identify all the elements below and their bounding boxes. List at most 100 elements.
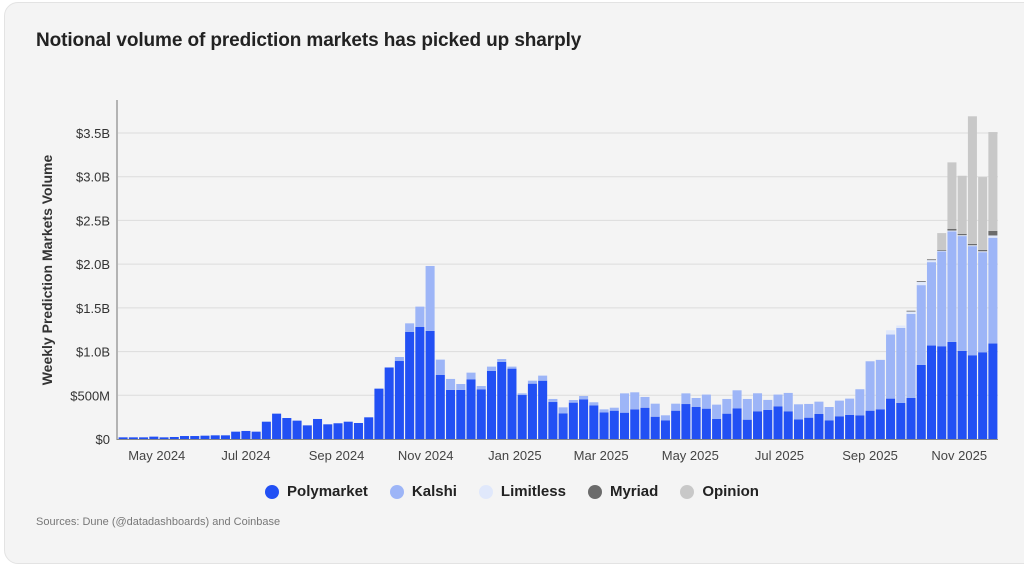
bar-segment-limitless: [937, 250, 947, 252]
bar-segment-polymarket: [220, 435, 230, 439]
bar-segment-kalshi: [691, 397, 701, 408]
bar-segment-polymarket: [169, 436, 179, 439]
bar-segment-kalshi: [865, 361, 875, 411]
bar-segment-kalshi: [415, 306, 425, 328]
bar-segment-kalshi: [446, 378, 456, 390]
bar-segment-kalshi: [753, 393, 763, 412]
legend-label: Kalshi: [411, 483, 457, 500]
legend-label: Opinion: [702, 483, 759, 500]
bar-segment-kalshi: [732, 390, 742, 409]
bar-segment-kalshi: [988, 237, 998, 344]
bar-segment-polymarket: [548, 402, 558, 439]
bar-segment-polymarket: [497, 361, 507, 439]
bar-segment-kalshi: [793, 404, 803, 420]
bar-segment-kalshi: [568, 400, 578, 403]
bar-segment-polymarket: [261, 421, 271, 439]
x-tick-label: May 2025: [662, 448, 719, 463]
legend-swatch: [389, 484, 404, 499]
bar-segment-opinion: [947, 162, 957, 229]
bar-segment-kalshi: [978, 252, 988, 353]
bar-segment-polymarket: [425, 330, 435, 439]
bar-segment-polymarket: [619, 412, 630, 439]
bar-segment-polymarket: [660, 420, 670, 439]
legend-item-myriad: Myriad: [587, 483, 658, 500]
bar-segment-polymarket: [527, 383, 537, 439]
x-tick-label: Jan 2025: [488, 448, 542, 463]
bar-segment-limitless: [957, 235, 967, 237]
bar-segment-kalshi: [814, 401, 824, 414]
bar-segment-polymarket: [476, 389, 486, 439]
bar-segment-kalshi: [906, 313, 916, 398]
bar-segment-kalshi: [783, 392, 793, 412]
legend-swatch: [680, 484, 695, 499]
bar-segment-polymarket: [773, 406, 783, 439]
bar-segment-kalshi: [486, 366, 497, 371]
bar-segment-polymarket: [241, 430, 251, 439]
bar-segment-opinion: [978, 177, 988, 250]
bar-segment-polymarket: [118, 437, 128, 439]
legend-item-kalshi: Kalshi: [389, 483, 457, 500]
bar-segment-kalshi: [548, 398, 558, 403]
bar-segment-kalshi: [937, 251, 947, 347]
y-tick-label: $0: [96, 432, 110, 447]
bar-segment-polymarket: [896, 402, 906, 439]
bar-segment-polymarket: [824, 420, 834, 439]
bar-segment-kalshi: [394, 356, 404, 362]
bar-segment-opinion: [967, 116, 977, 244]
bar-segment-polymarket: [978, 352, 988, 439]
bar-segment-polymarket: [507, 368, 517, 439]
bar-segment-polymarket: [579, 399, 589, 439]
bar-segment-kalshi: [630, 392, 640, 410]
y-axis-label: Weekly Prediction Markets Volume: [39, 155, 55, 386]
bar-segment-kalshi: [640, 396, 650, 408]
x-tick-label: Nov 2024: [398, 448, 454, 463]
legend-swatch: [587, 484, 602, 499]
bar-segment-opinion: [988, 132, 998, 231]
bar-segment-polymarket: [712, 418, 722, 439]
y-tick-label: $3.0B: [76, 170, 110, 185]
bar-segment-polymarket: [343, 421, 353, 439]
bar-segment-polymarket: [313, 418, 323, 439]
x-tick-label: May 2024: [128, 448, 185, 463]
bar-segment-kalshi: [916, 285, 926, 365]
bar-segment-kalshi: [599, 409, 609, 413]
bar-segment-polymarket: [599, 412, 609, 439]
bar-segment-polymarket: [384, 367, 394, 439]
x-tick-label: Jul 2024: [221, 448, 270, 463]
bar-segment-kalshi: [425, 265, 435, 331]
bar-segment-kalshi: [763, 399, 773, 410]
bar-segment-myriad: [906, 310, 916, 312]
bar-segment-kalshi: [589, 402, 599, 406]
bar-segment-polymarket: [967, 355, 977, 439]
legend-item-opinion: Opinion: [680, 483, 759, 500]
bar-segment-polymarket: [435, 375, 445, 439]
bar-segment-polymarket: [947, 341, 957, 439]
bar-segment-polymarket: [272, 413, 282, 439]
bar-segment-polymarket: [415, 327, 425, 439]
bar-segment-opinion: [937, 233, 947, 251]
y-tick-label: $1.5B: [76, 301, 110, 316]
bar-segment-polymarket: [650, 416, 660, 439]
bar-segment-polymarket: [763, 409, 773, 439]
bar-segment-polymarket: [783, 411, 793, 439]
bar-segment-kalshi: [722, 398, 732, 414]
bar-segment-kalshi: [926, 262, 937, 346]
bar-segment-polymarket: [302, 425, 312, 439]
x-tick-label: Mar 2025: [574, 448, 629, 463]
bar-segment-limitless: [906, 311, 916, 314]
bar-segment-polymarket: [282, 418, 292, 439]
chart-title: Notional volume of prediction markets ha…: [36, 30, 582, 51]
bar-segment-kalshi: [558, 407, 568, 414]
bar-segment-polymarket: [988, 343, 998, 439]
bar-segment-kalshi: [947, 231, 957, 342]
bar-segment-myriad: [967, 243, 977, 246]
bar-segment-limitless: [967, 245, 977, 247]
bar-segment-kalshi: [712, 404, 722, 419]
y-tick-label: $2.5B: [76, 213, 110, 228]
bar-segment-polymarket: [937, 346, 947, 439]
bar-segment-polymarket: [456, 389, 466, 439]
bar-segment-polymarket: [558, 413, 568, 439]
bar-segment-kalshi: [507, 366, 517, 369]
legend: Polymarket Kalshi Limitless Myriad Opinion: [0, 483, 1024, 500]
source-note: Sources: Dune (@datadashboards) and Coin…: [36, 516, 281, 528]
